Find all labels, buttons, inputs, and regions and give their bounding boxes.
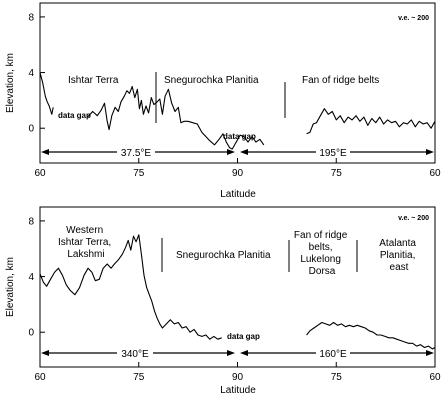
top-xtick-label: 90 — [232, 168, 244, 179]
top-ytick-label: 8 — [28, 12, 34, 23]
top-lon-label-bg-2 — [316, 144, 350, 158]
top-ve-label: v.e. ~ 200 — [398, 15, 429, 22]
top-xtick-label: 75 — [331, 168, 343, 179]
bottom-panel: Elevation, km v.e. ~ 200 Western Ishtar … — [5, 206, 441, 395]
bottom-region-a-line-1: Western — [66, 225, 103, 236]
top-ylabel: Elevation, km — [5, 53, 16, 113]
top-xlabel: Latitude — [220, 189, 256, 200]
bottom-xlabel: Latitude — [220, 385, 256, 395]
top-gap-label-1: data gap — [58, 111, 91, 120]
bottom-xtick-label: 60 — [34, 372, 46, 383]
bottom-lon-label-bg-1 — [117, 345, 153, 359]
bottom-region-d-line-2: Planitia, — [380, 250, 416, 261]
top-axis-ticks: 8 4 0 60 75 90 75 60 — [28, 12, 441, 179]
top-xtick-label: 60 — [429, 168, 441, 179]
top-elevation-profile-1 — [39, 72, 54, 115]
bottom-region-c-line-3: Lukelong — [300, 254, 341, 265]
bottom-elevation-profile-2 — [306, 321, 436, 350]
top-lon-arrowhead-r1 — [240, 149, 248, 155]
bottom-region-fan: Fan of ridge belts, Lukelong Dorsa — [294, 230, 350, 277]
bottom-region-d-line-1: Atalanta — [379, 238, 416, 249]
bottom-region-d-line-3: east — [390, 262, 409, 273]
top-series-group — [39, 72, 436, 150]
bottom-region-c-line-2: belts, — [309, 242, 333, 253]
bottom-region-c-line-1: Fan of ridge — [294, 230, 348, 241]
bottom-xtick-label: 75 — [133, 372, 145, 383]
bottom-xtick-label: 75 — [331, 372, 343, 383]
bottom-region-snegurochka: Snegurochka Planitia — [176, 250, 271, 261]
bottom-ytick-label: 0 — [28, 328, 34, 339]
top-ytick-label: 0 — [28, 124, 34, 135]
top-region-ishtar: Ishtar Terra — [68, 75, 119, 86]
bottom-lon-arrowhead-r2 — [426, 350, 434, 356]
top-ytick-label: 4 — [28, 68, 34, 79]
bottom-region-a-line-3: Lakshmi — [67, 249, 104, 260]
top-elevation-profile-2 — [87, 85, 265, 150]
bottom-lon-label-1: 340°E — [121, 349, 149, 360]
bottom-gap-label: data gap — [227, 332, 260, 341]
bottom-region-atalanta: Atalanta Planitia, east — [379, 238, 418, 273]
top-region-snegurochka: Snegurochka Planitia — [164, 75, 259, 86]
bottom-region-c-line-4: Dorsa — [309, 266, 336, 277]
top-lon-label-1: 37.5°E — [121, 148, 151, 159]
bottom-lon-arrowhead-r1 — [240, 350, 248, 356]
bottom-lon-label-2: 160°E — [319, 349, 347, 360]
bottom-ylabel: Elevation, km — [5, 257, 16, 317]
top-xtick-label: 75 — [133, 168, 145, 179]
bottom-lon-label-bg-2 — [316, 345, 350, 359]
bottom-ve-label: v.e. ~ 200 — [398, 215, 429, 222]
top-lon-label-2: 195°E — [319, 148, 347, 159]
bottom-ytick-label: 4 — [28, 272, 34, 283]
bottom-region-a-line-2: Ishtar Terra, — [58, 237, 111, 248]
top-elevation-profile-3 — [306, 108, 436, 135]
bottom-region-western: Western Ishtar Terra, Lakshmi — [58, 225, 114, 260]
top-lon-label-bg-1 — [117, 144, 155, 158]
bottom-series-group — [39, 234, 436, 350]
bottom-xtick-label: 90 — [232, 372, 244, 383]
top-lon-arrowhead-l2 — [227, 149, 235, 155]
bottom-axis-ticks: 8 4 0 60 75 90 75 60 — [28, 216, 441, 383]
top-region-fan: Fan of ridge belts — [302, 75, 379, 86]
bottom-xtick-label: 60 — [429, 372, 441, 383]
top-lon-arrowhead-r2 — [426, 149, 434, 155]
bottom-ytick-label: 8 — [28, 216, 34, 227]
bottom-lon-arrowhead-l1 — [41, 350, 49, 356]
top-xtick-label: 60 — [34, 168, 46, 179]
bottom-elevation-profile-1 — [39, 234, 222, 340]
top-panel: Elevation, km v.e. ~ 200 Ishtar Terra Sn… — [5, 2, 441, 200]
top-lon-arrowhead-l1 — [41, 149, 49, 155]
bottom-lon-arrowhead-l2 — [227, 350, 235, 356]
